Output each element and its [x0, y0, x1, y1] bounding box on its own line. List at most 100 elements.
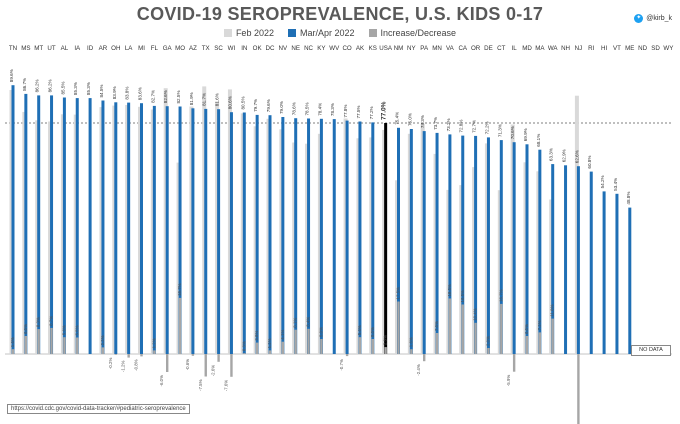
marapr-bar: [448, 134, 452, 354]
change-bar: [474, 322, 477, 354]
change-label: 16.5%: [460, 290, 465, 303]
category-label: CO: [342, 45, 351, 52]
change-bar: [37, 329, 40, 354]
change-label: 2.0%: [485, 336, 490, 346]
value-label: 54.2%: [600, 175, 605, 188]
category-label: MA: [535, 45, 545, 52]
value-label: 62.6%: [574, 150, 579, 163]
change-label: 3.8%: [254, 330, 259, 340]
change-label: -0.6%: [185, 359, 190, 371]
value-label: 69.9%: [523, 128, 528, 141]
category-label: WI: [228, 45, 236, 52]
category-label: IL: [512, 45, 518, 52]
change-label: -1.2%: [121, 361, 126, 373]
category-label: ME: [625, 45, 634, 52]
change-bar: [166, 354, 169, 372]
change-bar: [268, 350, 272, 354]
change-bar: [114, 354, 117, 355]
marapr-bar: [165, 106, 169, 354]
category-label: HI: [601, 45, 607, 52]
change-bar: [525, 336, 529, 354]
marapr-bar: [499, 140, 503, 354]
author-handle: ✦ @kirb_k: [634, 14, 672, 23]
value-label: 81.6%: [215, 93, 220, 106]
category-label: CT: [497, 45, 505, 52]
marapr-bar: [628, 207, 632, 354]
change-label: 7.0%: [434, 321, 439, 331]
category-label: MT: [34, 45, 43, 52]
marapr-bar: [127, 102, 131, 354]
change-label: 5.0%: [370, 327, 375, 337]
marapr-bar: [589, 171, 593, 354]
legend-item-feb: Feb 2022: [223, 28, 274, 38]
handle-text: @kirb_k: [646, 15, 672, 22]
value-label: 77.2%: [369, 106, 374, 119]
change-bar: [294, 329, 297, 354]
marapr-bar: [422, 131, 426, 354]
marapr-bar: [242, 112, 246, 354]
change-label: -6.0%: [159, 375, 164, 387]
value-label: 85.3%: [86, 82, 91, 95]
change-label: 6.0%: [23, 324, 28, 334]
category-label: ID: [87, 45, 94, 52]
change-bar: [217, 354, 220, 362]
value-label: 71.3%: [497, 124, 502, 137]
change-bar: [50, 327, 53, 354]
marapr-bar: [345, 120, 349, 354]
marapr-bar: [255, 114, 259, 355]
marapr-bar: [512, 142, 516, 354]
value-label: 86.2%: [48, 79, 53, 92]
change-label: -5.9%: [506, 375, 511, 387]
value-label: 73.7%: [433, 117, 438, 130]
source-link[interactable]: https://covid.cdc.gov/covid-data-tracker…: [7, 404, 190, 414]
category-label: UT: [47, 45, 55, 52]
value-label: 86.7%: [22, 78, 27, 91]
change-label: 1.2%: [267, 338, 272, 348]
change-bar: [345, 354, 349, 357]
value-label: 73.2%: [446, 118, 451, 131]
value-label: 77.0%: [381, 101, 388, 120]
category-label: NE: [291, 45, 300, 52]
change-label: -2.4%: [416, 364, 421, 376]
value-label: 83.8%: [125, 87, 130, 100]
value-label: 75.0%: [407, 113, 412, 126]
value-label: 81.9%: [189, 92, 194, 105]
value-label: 85.3%: [73, 82, 78, 95]
change-label: 16.7%: [498, 289, 503, 302]
value-label: 84.5%: [99, 84, 104, 97]
marapr-bar: [409, 129, 413, 354]
change-label: 18.7%: [177, 283, 182, 296]
marapr-bar: [294, 118, 298, 354]
value-label: 77.5%: [356, 105, 361, 118]
marapr-bar: [75, 98, 79, 354]
category-label: NY: [407, 45, 416, 52]
value-label: 81.7%: [202, 93, 207, 106]
category-label: FL: [151, 45, 159, 52]
change-label: 0.3%: [241, 341, 246, 351]
change-bar: [358, 337, 362, 354]
category-label: NJ: [575, 45, 583, 52]
change-bar: [423, 354, 426, 362]
change-label: 8.3%: [36, 317, 41, 327]
change-label: 7.2%: [537, 320, 542, 330]
category-label: WY: [663, 45, 673, 52]
category-label: PA: [420, 45, 429, 52]
marapr-bar: [114, 102, 118, 354]
change-bar: [191, 354, 195, 356]
change-bar: [178, 297, 182, 354]
category-label: LA: [125, 45, 133, 52]
twitter-bird-icon: ✦: [634, 14, 644, 23]
change-label: 11.8%: [550, 304, 555, 316]
change-bar: [397, 301, 400, 354]
value-label: 77.8%: [343, 105, 348, 118]
change-label: -0.2%: [108, 358, 113, 370]
value-label: 79.0%: [279, 101, 284, 114]
marapr-bar: [88, 98, 92, 354]
category-label: AK: [356, 45, 365, 52]
change-label: 8.4%: [306, 317, 311, 327]
marapr-bar: [564, 165, 568, 354]
change-bar: [101, 347, 105, 354]
marapr-bar: [50, 95, 54, 355]
value-label: 82.5%: [176, 90, 181, 103]
